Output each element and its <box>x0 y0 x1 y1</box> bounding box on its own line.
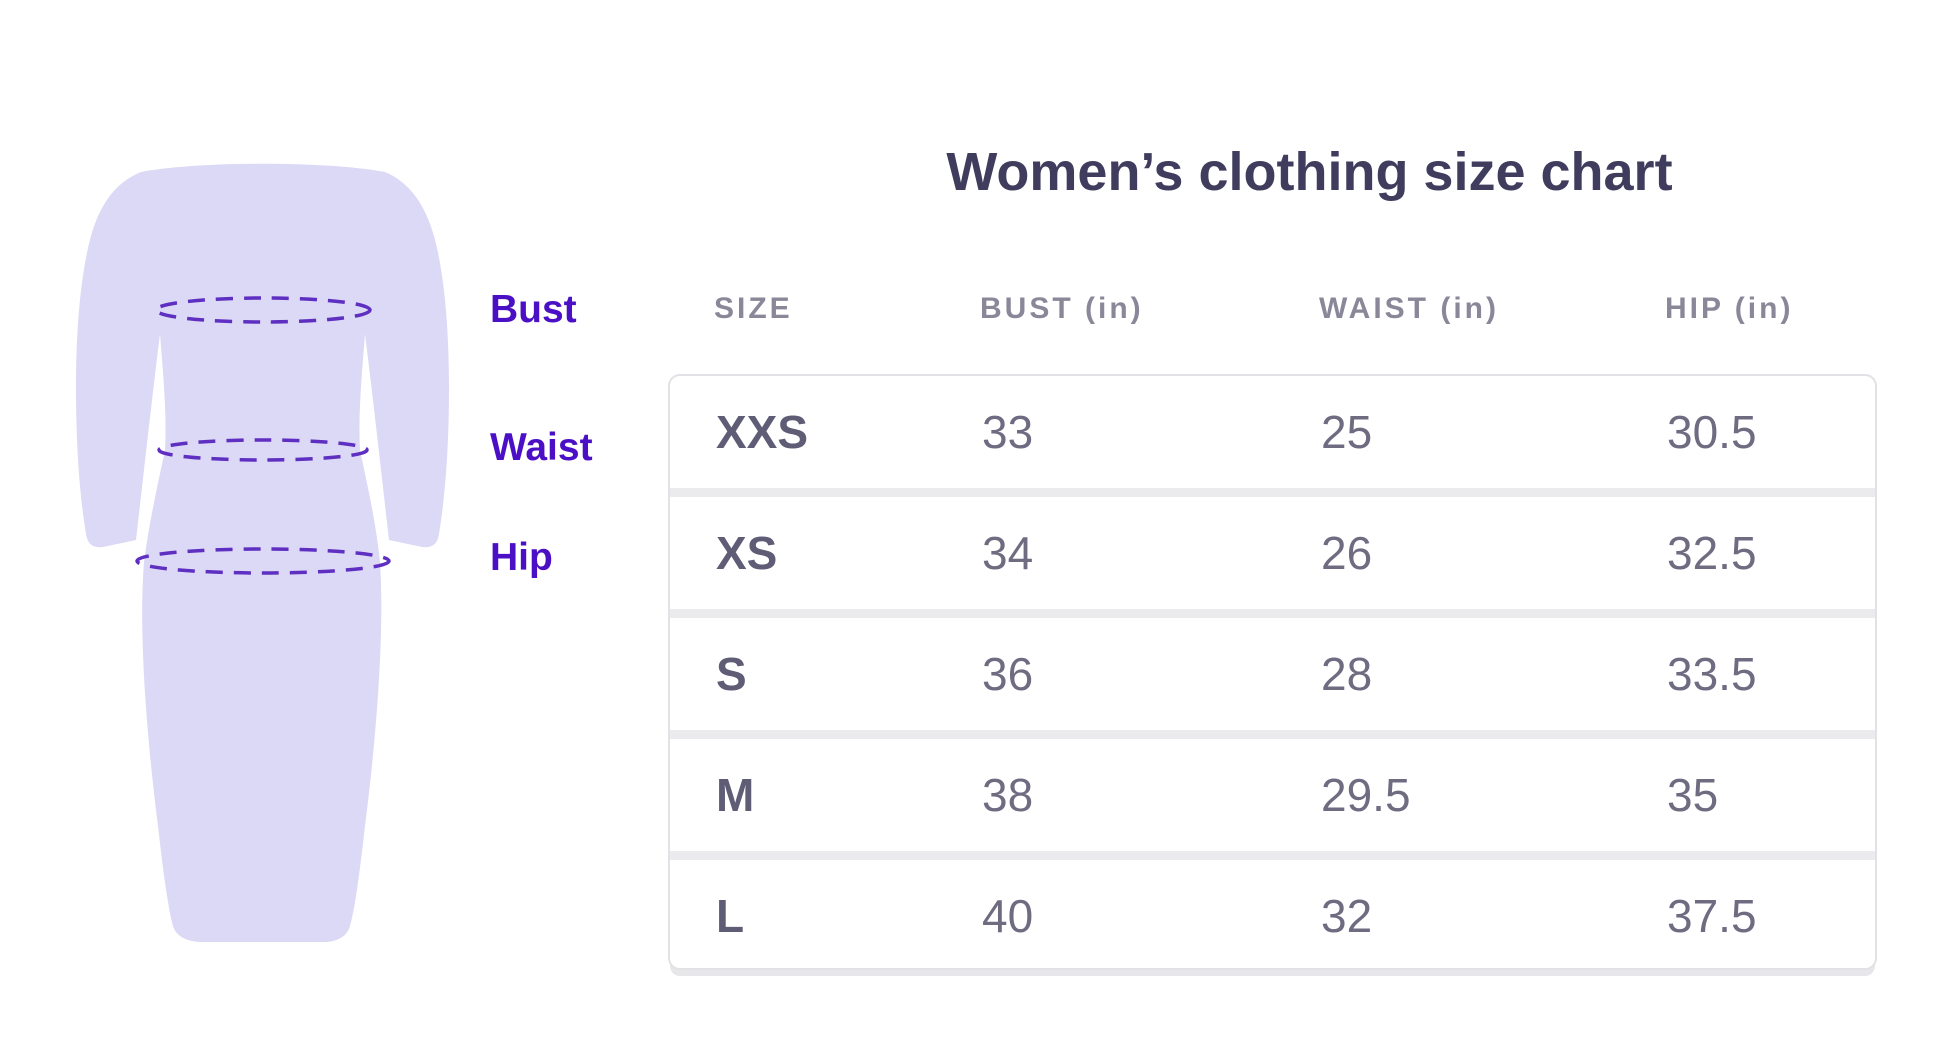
dress-shape <box>76 163 449 942</box>
col-header-size: SIZE <box>714 292 793 325</box>
size-cell: XXS <box>716 406 809 458</box>
size-cell: XS <box>716 527 778 579</box>
waist-label: Waist <box>490 426 593 469</box>
table-row: XS 34 26 32.5 <box>670 497 1875 609</box>
bust-cell: 38 <box>982 769 1034 821</box>
bust-cell: 33 <box>982 406 1034 458</box>
waist-cell: 28 <box>1321 648 1373 700</box>
col-header-hip: HIP (in) <box>1665 292 1794 325</box>
hip-cell: 37.5 <box>1667 890 1757 942</box>
waist-measure-ellipse <box>157 438 369 462</box>
waist-cell: 25 <box>1321 406 1373 458</box>
hip-cell: 30.5 <box>1667 406 1757 458</box>
hip-cell: 32.5 <box>1667 527 1757 579</box>
bust-cell: 36 <box>982 648 1034 700</box>
waist-cell: 29.5 <box>1321 769 1411 821</box>
table-row: M 38 29.5 35 <box>670 739 1875 851</box>
hip-cell: 35 <box>1667 769 1719 821</box>
waist-cell: 32 <box>1321 890 1373 942</box>
waist-cell: 26 <box>1321 527 1373 579</box>
page-title: Women’s clothing size chart <box>946 142 1673 202</box>
size-cell: M <box>716 769 755 821</box>
hip-cell: 33.5 <box>1667 648 1757 700</box>
size-cell: L <box>716 890 745 942</box>
col-header-bust: BUST (in) <box>980 292 1144 325</box>
table-header-row: SIZE BUST (in) WAIST (in) HIP (in) <box>668 292 1877 326</box>
dress-silhouette-svg <box>76 163 449 942</box>
bust-cell: 40 <box>982 890 1034 942</box>
table-row: L 40 32 37.5 <box>670 860 1875 968</box>
table-row: S 36 28 33.5 <box>670 618 1875 730</box>
bust-cell: 34 <box>982 527 1034 579</box>
size-cell: S <box>716 648 747 700</box>
hip-measure-ellipse <box>135 547 391 575</box>
table-row: XXS 33 25 30.5 <box>670 376 1875 488</box>
size-table: XXS 33 25 30.5 XS 34 26 32.5 S 36 28 33.… <box>668 374 1877 970</box>
bust-measure-ellipse <box>154 296 372 324</box>
col-header-waist: WAIST (in) <box>1319 292 1499 325</box>
dress-illustration <box>53 158 473 958</box>
bust-label: Bust <box>490 288 577 331</box>
hip-label: Hip <box>490 536 553 579</box>
